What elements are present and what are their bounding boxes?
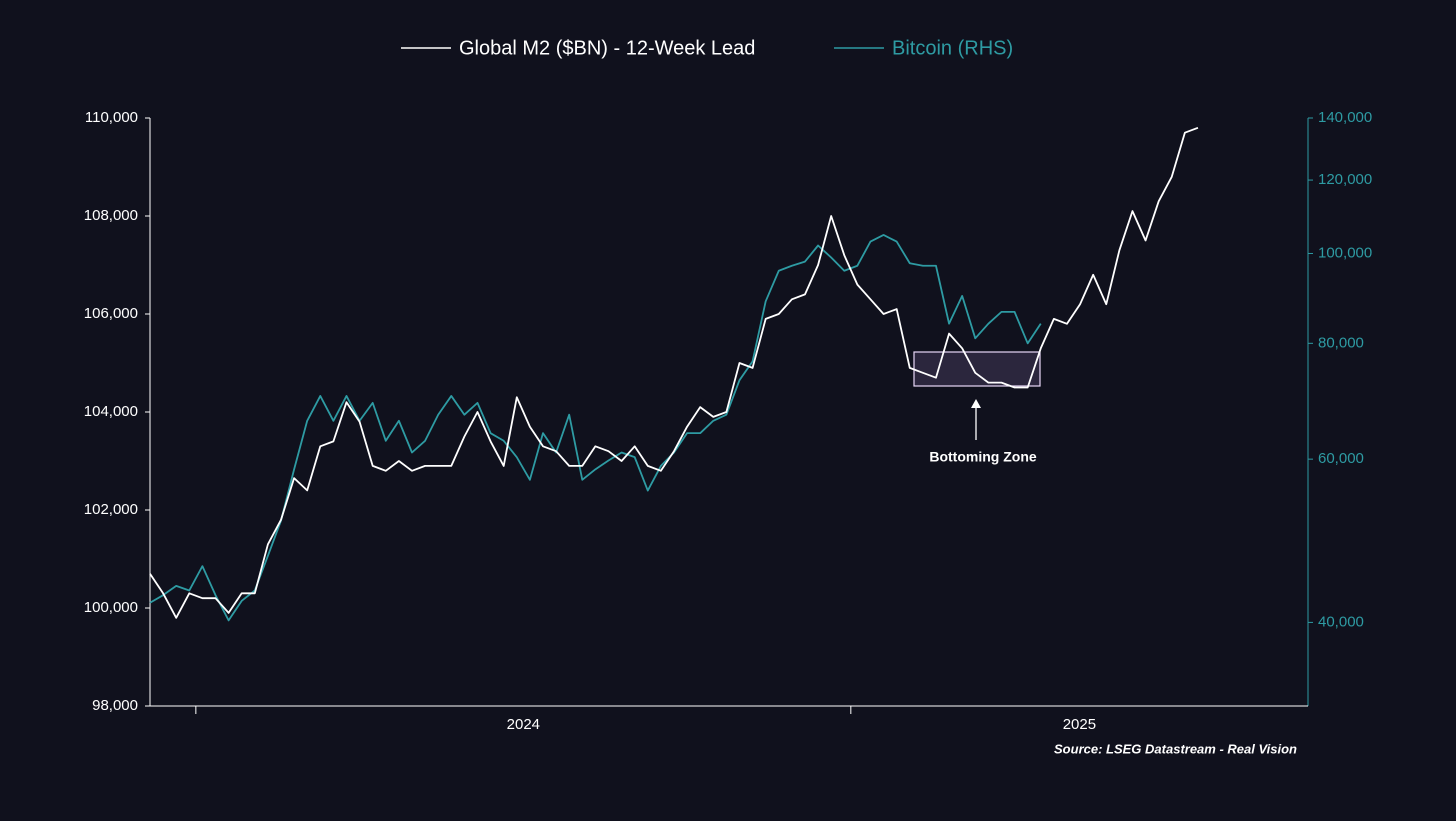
annotation-arrowhead (971, 399, 981, 408)
x-tick-label: 2025 (1063, 716, 1096, 733)
y2-tick-label: 80,000 (1318, 334, 1364, 351)
y-tick-label: 108,000 (84, 207, 138, 224)
y-tick-label: 110,000 (85, 109, 138, 126)
annotation: Bottoming Zone (929, 449, 1037, 465)
y-tick-label: 102,000 (84, 501, 138, 518)
y2-tick-label: 60,000 (1318, 450, 1364, 467)
legend-label: Bitcoin (RHS) (892, 37, 1013, 59)
x-tick-label: 2024 (507, 716, 540, 733)
y2-tick-label: 40,000 (1318, 613, 1364, 630)
bottoming-zone-box (913, 351, 1041, 387)
source: Source: LSEG Datastream - Real Vision (1054, 741, 1297, 756)
y-tick-label: 104,000 (84, 403, 138, 420)
y2-tick-label: 120,000 (1318, 171, 1372, 188)
y2-tick-label: 140,000 (1318, 109, 1372, 126)
y-tick-label: 106,000 (84, 305, 138, 322)
line-series (149, 234, 1042, 622)
y2-tick-label: 100,000 (1318, 244, 1372, 261)
line-series (149, 126, 1199, 619)
y-tick-label: 100,000 (84, 599, 138, 616)
y-tick-label: 98,000 (92, 697, 138, 714)
legend-label: Global M2 ($BN) - 12-Week Lead (459, 37, 755, 59)
